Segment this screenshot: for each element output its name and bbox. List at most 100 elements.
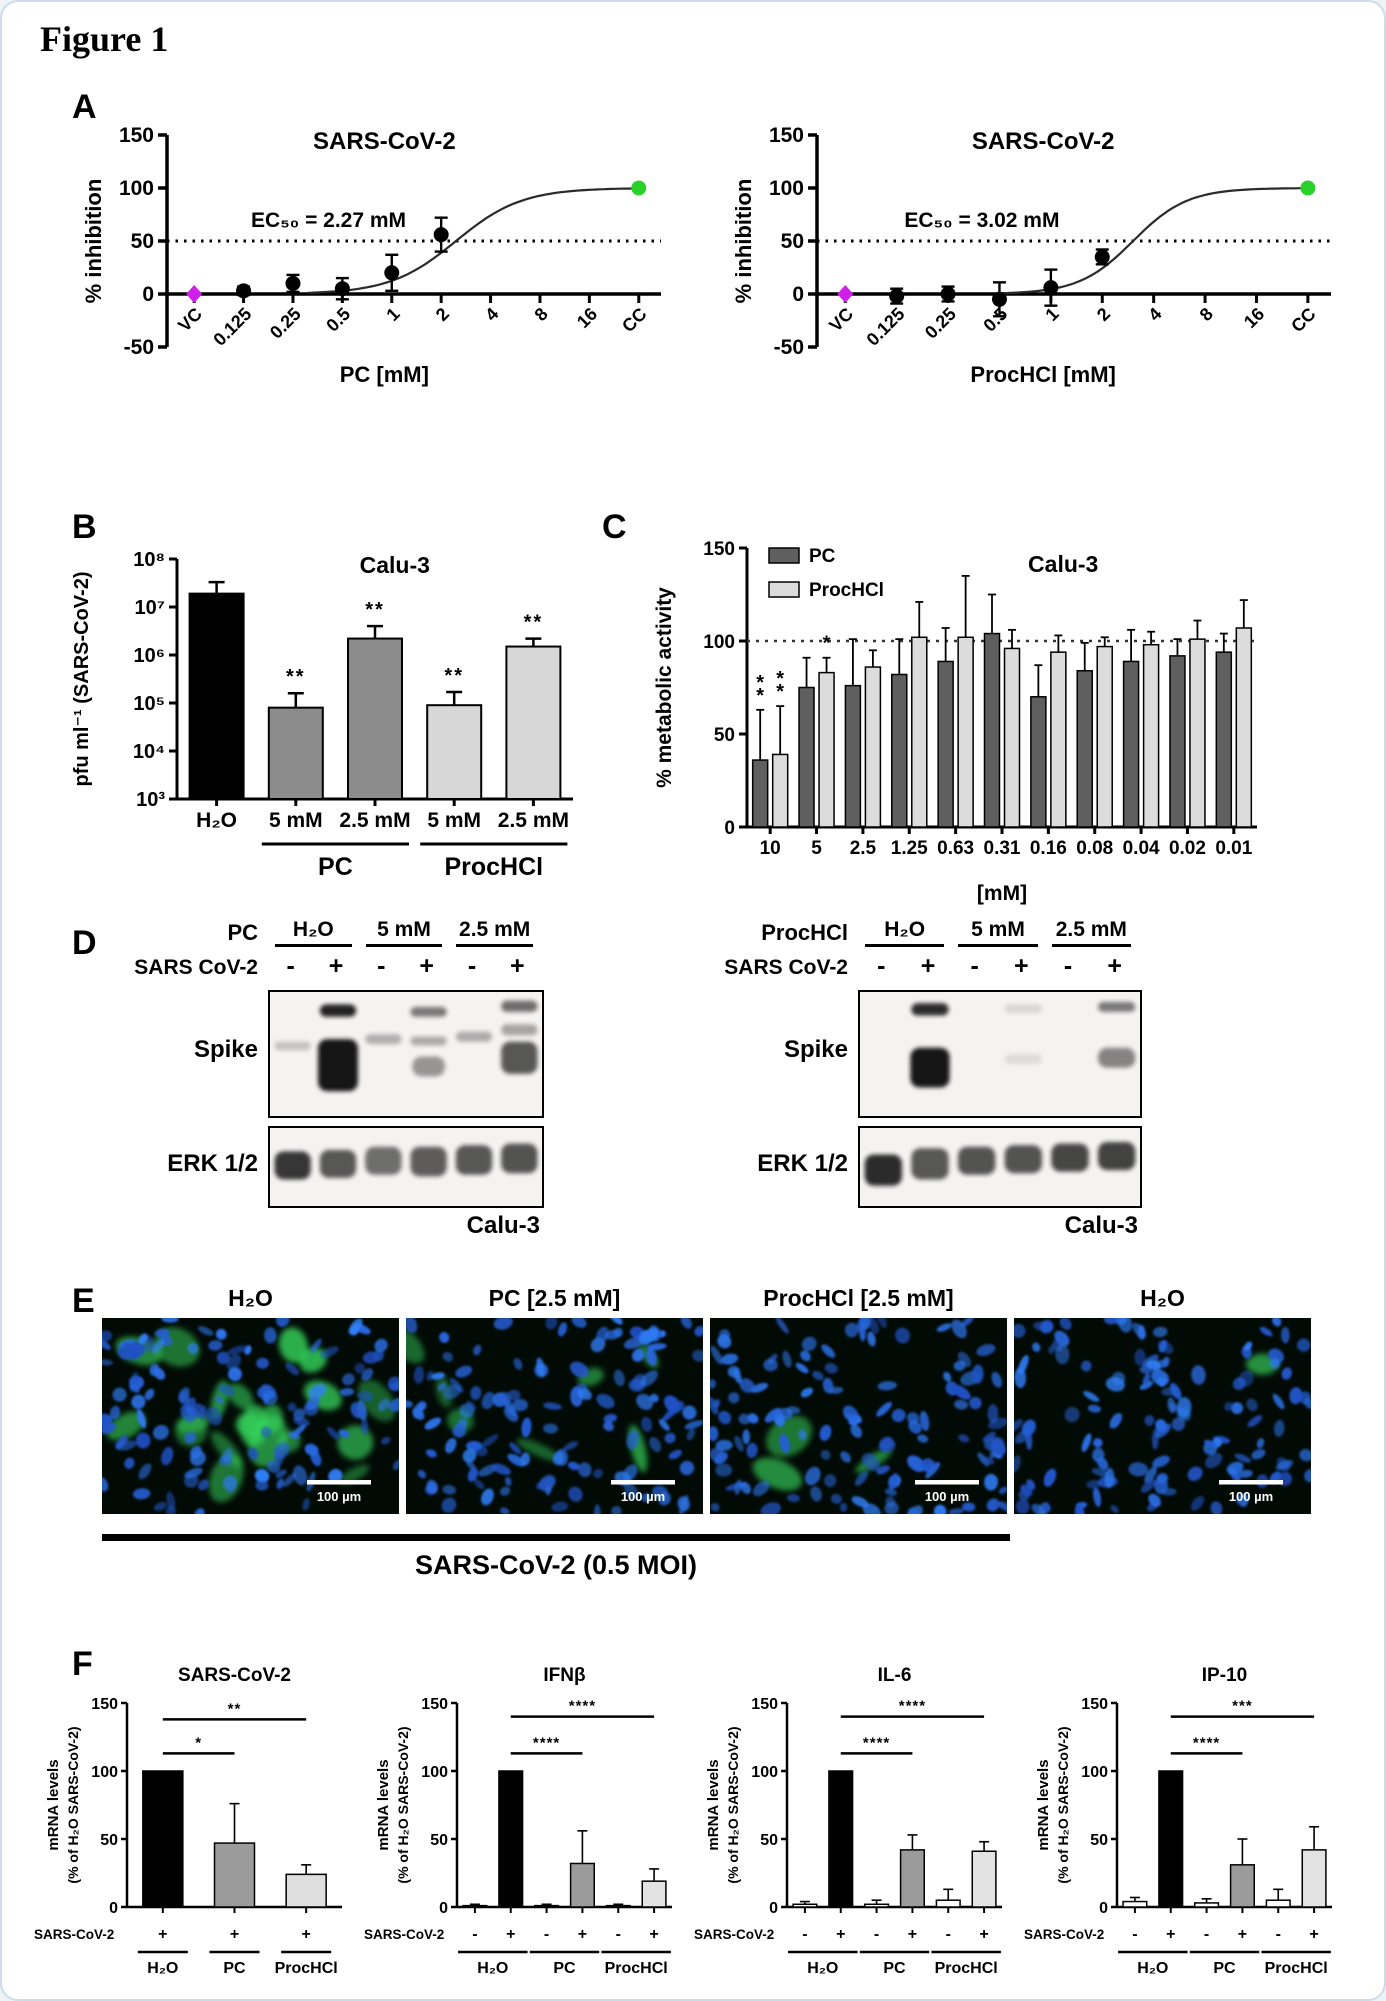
micro-image: 100 µm bbox=[1014, 1318, 1311, 1514]
svg-text:100 µm: 100 µm bbox=[925, 1489, 969, 1504]
svg-text:-50: -50 bbox=[124, 336, 154, 359]
svg-text:100: 100 bbox=[703, 632, 735, 653]
svg-text:0.25: 0.25 bbox=[921, 304, 960, 343]
svg-text:****: **** bbox=[533, 1734, 560, 1751]
micro-label: PC [2.5 mM] bbox=[488, 1285, 621, 1311]
svg-text:0: 0 bbox=[1099, 1900, 1108, 1917]
svg-text:8: 8 bbox=[531, 304, 552, 325]
svg-text:1.25: 1.25 bbox=[891, 838, 928, 859]
svg-text:50: 50 bbox=[714, 725, 735, 746]
svg-text:100: 100 bbox=[1081, 1764, 1108, 1781]
svg-text:+: + bbox=[1166, 1926, 1175, 1943]
svg-text:ProcHCl: ProcHCl bbox=[275, 1960, 338, 1977]
svg-text:% inhibition: % inhibition bbox=[81, 179, 106, 304]
svg-text:ProcHCl: ProcHCl bbox=[1265, 1960, 1328, 1977]
panel-label-c: C bbox=[602, 508, 627, 546]
spike-label: Spike bbox=[193, 1036, 258, 1063]
f-il6-svg: 0 50 100 150 - + - + - + **** **** H₂O PC ProcHCl SARS-… bbox=[694, 1665, 1002, 1977]
blot-membrane bbox=[864, 1142, 1136, 1186]
svg-text:PC: PC bbox=[553, 1960, 576, 1977]
blot-virus-row-label: SARS CoV-2 bbox=[134, 956, 258, 979]
svg-text:10³: 10³ bbox=[136, 789, 165, 811]
svg-text:-50: -50 bbox=[774, 336, 804, 359]
svg-text:****: **** bbox=[863, 1734, 890, 1751]
mrna-chart-ip10: 0 50 100 150- + - + - + **** *** H₂O PC ProcHCl SARS-C… bbox=[1022, 1657, 1354, 1999]
svg-text:*: * bbox=[776, 681, 784, 703]
svg-text:0: 0 bbox=[792, 283, 804, 306]
svg-text:-: - bbox=[1276, 1926, 1281, 1943]
svg-text:150: 150 bbox=[769, 124, 804, 147]
svg-text:0: 0 bbox=[109, 1900, 118, 1917]
svg-text:1: 1 bbox=[382, 304, 403, 325]
svg-text:pfu ml⁻¹ (SARS-CoV-2): pfu ml⁻¹ (SARS-CoV-2) bbox=[71, 572, 93, 787]
svg-text:8: 8 bbox=[1196, 304, 1217, 325]
dose-response-chart-prochcl: -50 0 50 100 150 VC 0.125 0.25 0.5 1 2 4 8 16 CC SARS-C… bbox=[727, 107, 1347, 397]
svg-text:10: 10 bbox=[760, 838, 781, 859]
svg-text:mRNA levels: mRNA levels bbox=[45, 1759, 62, 1850]
svg-text:150: 150 bbox=[703, 539, 735, 560]
svg-text:[mM]: [mM] bbox=[977, 882, 1027, 905]
svg-text:10⁶: 10⁶ bbox=[134, 645, 165, 667]
blot-column-label: 2.5 mM bbox=[456, 918, 533, 947]
svg-text:*: * bbox=[823, 633, 831, 655]
svg-text:SARS-CoV-2: SARS-CoV-2 bbox=[364, 1927, 444, 1942]
svg-text:+: + bbox=[1238, 1926, 1247, 1943]
svg-text:2: 2 bbox=[1093, 304, 1114, 325]
micro-image: 100 µm bbox=[102, 1318, 399, 1514]
svg-text:mRNA levels: mRNA levels bbox=[705, 1759, 722, 1850]
svg-text:ProcHCl [mM]: ProcHCl [mM] bbox=[970, 362, 1115, 387]
svg-text:5: 5 bbox=[811, 838, 822, 859]
svg-text:H₂O: H₂O bbox=[477, 1960, 508, 1977]
svg-text:5 mM: 5 mM bbox=[269, 809, 323, 832]
svg-text:0.02: 0.02 bbox=[1169, 838, 1206, 859]
svg-text:****: **** bbox=[1193, 1734, 1220, 1751]
svg-text:Calu-3: Calu-3 bbox=[360, 552, 430, 578]
svg-text:150: 150 bbox=[421, 1696, 448, 1713]
svg-text:-: - bbox=[802, 1926, 807, 1943]
svg-text:16: 16 bbox=[1240, 304, 1268, 332]
svg-text:2.5 mM: 2.5 mM bbox=[339, 809, 410, 832]
svg-text:mRNA levels: mRNA levels bbox=[375, 1759, 392, 1850]
svg-text:0.5: 0.5 bbox=[322, 304, 354, 336]
svg-text:2.5: 2.5 bbox=[850, 838, 877, 859]
panel-label-a: A bbox=[72, 88, 97, 126]
svg-text:+: + bbox=[301, 1926, 310, 1943]
svg-text:IL-6: IL-6 bbox=[878, 1665, 912, 1686]
svg-text:**: ** bbox=[228, 1700, 242, 1717]
svg-text:0.63: 0.63 bbox=[937, 838, 974, 859]
svg-text:+: + bbox=[230, 1926, 239, 1943]
svg-text:150: 150 bbox=[91, 1696, 118, 1713]
svg-text:100 µm: 100 µm bbox=[1229, 1489, 1273, 1504]
panel-label-e: E bbox=[72, 1282, 95, 1320]
svg-text:+: + bbox=[649, 1926, 658, 1943]
blot-column-label: 2.5 mM bbox=[1051, 918, 1131, 947]
f-ifnb-svg: 0 50 100 150 - + - + - + **** **** H₂O PC ProcHCl SARS-… bbox=[364, 1665, 672, 1977]
svg-text:****: **** bbox=[899, 1698, 926, 1715]
cell-line-label: Calu-3 bbox=[1064, 1212, 1138, 1239]
svg-text:0.01: 0.01 bbox=[1215, 838, 1252, 859]
blot-column-label: 5 mM bbox=[365, 918, 443, 947]
svg-text:***: *** bbox=[1232, 1698, 1253, 1715]
svg-text:4: 4 bbox=[1144, 304, 1165, 325]
mrna-chart-il6: 0 50 100 150 - + - + - + **** **** H₂O PC ProcHCl SARS-… bbox=[692, 1657, 1024, 1999]
svg-text:(% of H₂O SARS-CoV-2): (% of H₂O SARS-CoV-2) bbox=[395, 1726, 411, 1883]
blot-column-label: 5 mM bbox=[958, 918, 1038, 947]
blot-sign: + bbox=[1014, 952, 1029, 980]
svg-text:-: - bbox=[472, 1926, 477, 1943]
svg-text:50: 50 bbox=[760, 1832, 778, 1849]
svg-text:0.31: 0.31 bbox=[984, 838, 1021, 859]
svg-text:SARS-CoV-2: SARS-CoV-2 bbox=[694, 1927, 774, 1942]
svg-text:0.125: 0.125 bbox=[863, 304, 909, 350]
svg-text:PC: PC bbox=[318, 853, 353, 881]
svg-text:SARS-CoV-2: SARS-CoV-2 bbox=[178, 1665, 291, 1686]
svg-text:100: 100 bbox=[91, 1764, 118, 1781]
svg-text:100: 100 bbox=[119, 177, 154, 200]
svg-text:16: 16 bbox=[573, 304, 601, 332]
svg-text:ProcHCl: ProcHCl bbox=[935, 1960, 998, 1977]
svg-text:+: + bbox=[979, 1926, 988, 1943]
svg-text:*: * bbox=[776, 668, 784, 690]
svg-text:**: ** bbox=[524, 612, 544, 634]
svg-text:10⁷: 10⁷ bbox=[135, 597, 166, 619]
svg-text:+: + bbox=[578, 1926, 587, 1943]
